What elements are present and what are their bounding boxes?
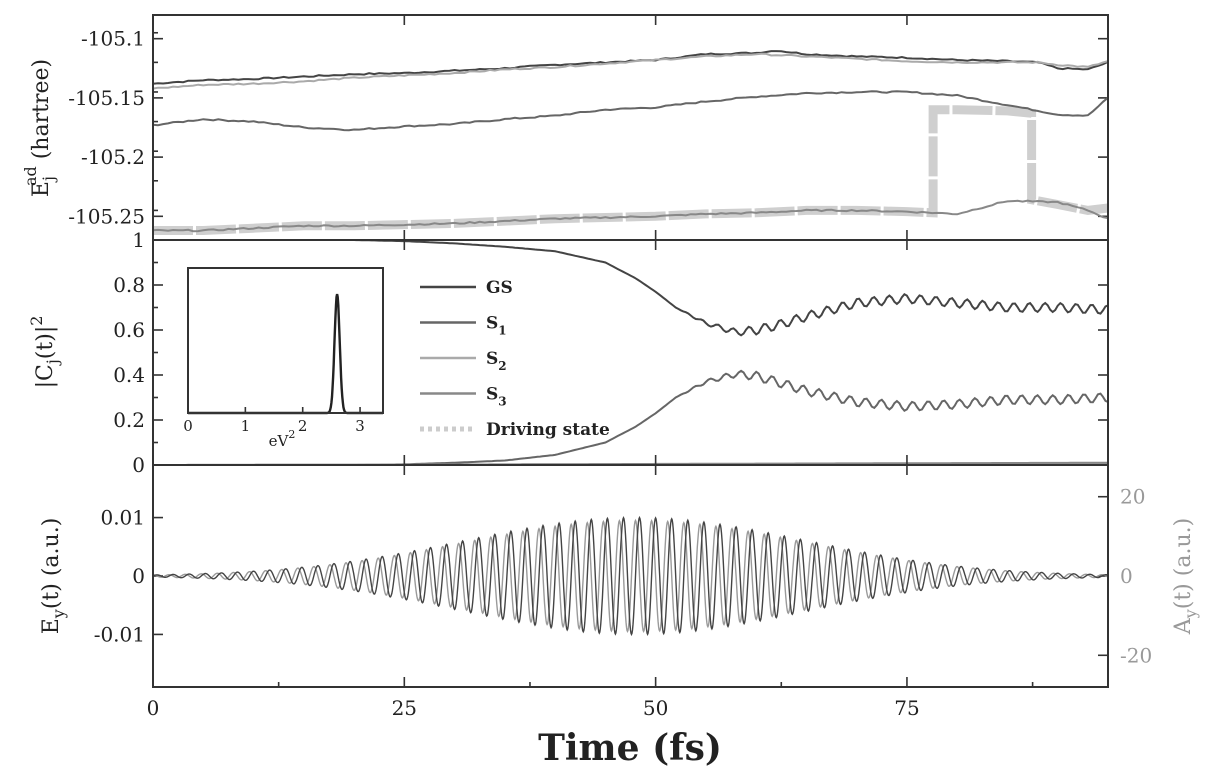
inset: 0 1 2 3 eV2 <box>183 267 384 450</box>
middle-ytick-label: 0.2 <box>113 408 145 432</box>
top-series-line-3 <box>152 199 1109 233</box>
top-panel-frame <box>152 14 1109 241</box>
xtick-label: 50 <box>643 696 668 720</box>
x-axis-title: Time (fs) <box>538 727 722 769</box>
inset-xtick-label: 1 <box>241 417 251 435</box>
middle-ytick-label: 1 <box>132 228 145 252</box>
top-ylabel-sup: ad <box>21 166 40 186</box>
legend-label-4: Driving state <box>486 420 610 440</box>
top-series-line-0 <box>152 50 1109 85</box>
top-ytick-label: -105.15 <box>68 86 145 110</box>
top-ytick-label: -105.1 <box>81 27 145 51</box>
bottom-ylabel-sub: y <box>49 609 68 619</box>
bottom-y2label-sub: y <box>1181 609 1200 619</box>
bottom-panel-frame <box>152 464 1109 688</box>
top-ytick-label: -105.25 <box>68 204 145 228</box>
inset-xlabel: eV2 <box>269 428 296 450</box>
bottom-ylabel: Ey(t) (a.u.) <box>39 518 68 635</box>
inset-xtick-label: 3 <box>355 417 365 435</box>
xtick-label: 75 <box>894 696 919 720</box>
bottom-ytick-label: 0.01 <box>100 506 145 530</box>
middle-ylabel-sub: j <box>43 359 62 366</box>
vector-potential-line <box>153 518 1109 633</box>
middle-ytick-label: 0.8 <box>113 273 145 297</box>
legend-label-0: GS <box>486 278 513 298</box>
top-series-line-2 <box>152 52 1109 90</box>
top-series-line-1 <box>152 90 1109 132</box>
top-ytick-label: -105.2 <box>81 145 145 169</box>
inset-background <box>188 268 383 413</box>
middle-y-ticks: 0 0.2 0.4 0.6 0.8 1 <box>113 228 1108 477</box>
middle-ytick-label: 0.6 <box>113 318 145 342</box>
xtick-label: 0 <box>147 696 160 720</box>
middle-ylabel-sup: 2 <box>27 316 46 326</box>
bottom-ytick-label: -0.01 <box>94 622 145 646</box>
bottom-series-group <box>152 515 1109 637</box>
middle-ytick-label: 0 <box>132 453 145 477</box>
top-ylabel: Ejad (hartree) <box>21 59 58 197</box>
legend-label-1: S1 <box>486 314 507 338</box>
inset-xtick-label: 0 <box>183 417 193 435</box>
middle-ytick-label: 0.4 <box>113 363 145 387</box>
top-series-group <box>152 50 1109 235</box>
bottom-y2tick-label: 20 <box>1120 485 1145 509</box>
bottom-ytick-label: 0 <box>132 564 145 588</box>
bottom-y2tick-label: -20 <box>1120 643 1152 667</box>
bottom-y2tick-label: 0 <box>1120 564 1133 588</box>
top-y-ticks: -105.1 -105.15 -105.2 -105.25 <box>68 27 1108 228</box>
inset-frame <box>187 267 384 414</box>
electric-field-line <box>152 515 1109 637</box>
bottom-y2label: Ay(t) (a.u.) <box>1171 518 1200 635</box>
legend: GS S1 S2 S3 Driving state <box>420 278 610 440</box>
middle-panel: 0 0.2 0.4 0.6 0.8 1 |Cj(t)|2 GS S1 S2 S3 Driving … <box>27 228 1109 477</box>
xtick-label: 25 <box>392 696 417 720</box>
top-panel: -105.1 -105.15 -105.2 -105.25 Ejad (hartree… <box>21 14 1109 241</box>
inset-xtick-label: 2 <box>298 417 308 435</box>
legend-label-3: S3 <box>486 385 507 409</box>
top-ylabel-sub: j <box>39 176 58 183</box>
legend-label-2: S2 <box>486 349 507 373</box>
middle-ylabel: |Cj(t)|2 <box>27 316 62 389</box>
